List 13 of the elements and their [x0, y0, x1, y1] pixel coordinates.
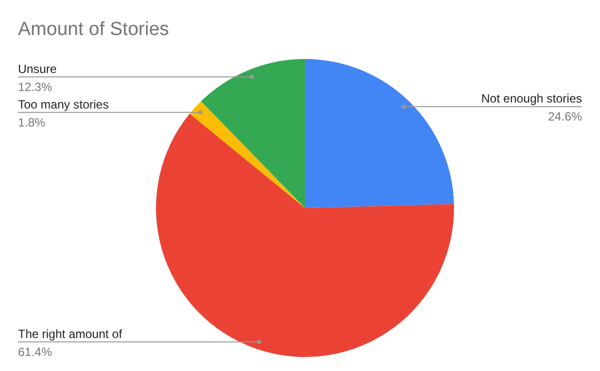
data-label: 24.6% [548, 110, 582, 124]
data-label: 12.3% [18, 80, 52, 94]
chart-title: Amount of Stories [18, 19, 170, 41]
pie-slice [156, 114, 454, 357]
pie-slice [190, 101, 305, 208]
pie-slice [201, 59, 305, 208]
pie-slice [305, 59, 454, 208]
slice-label: Unsure [18, 62, 58, 76]
slice-label: Too many stories [18, 97, 109, 112]
slice-label: Not enough stories [481, 92, 582, 106]
slice-label: The right amount of [18, 326, 123, 341]
data-label: 61.4% [18, 344, 52, 359]
data-label: 1.8% [18, 115, 46, 130]
